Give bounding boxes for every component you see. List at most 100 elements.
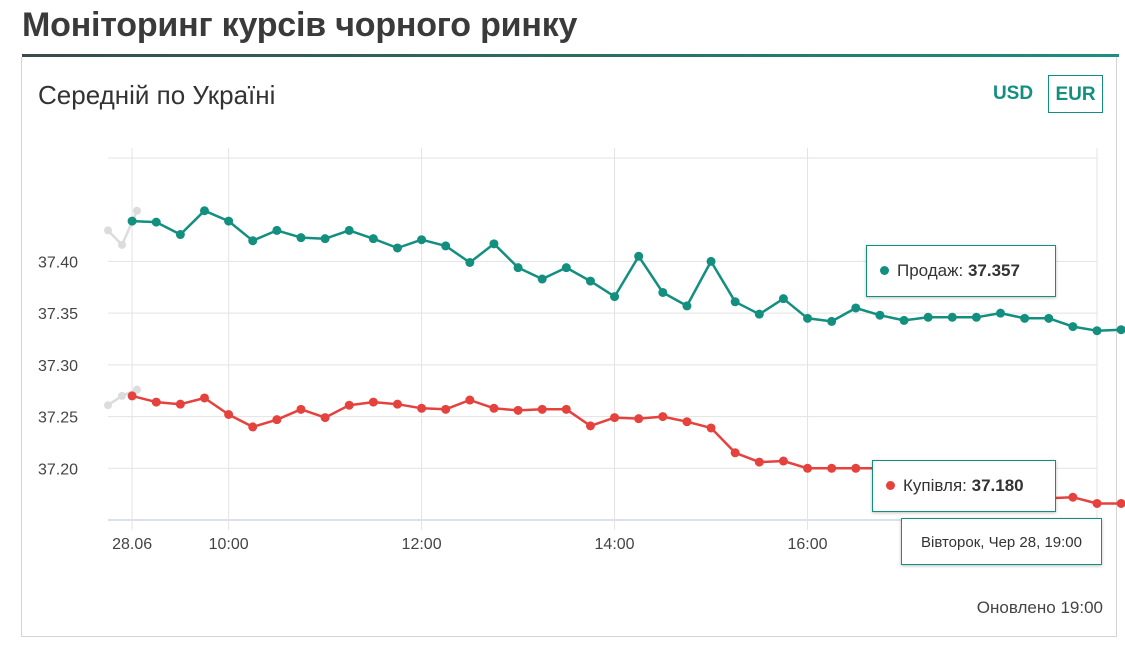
prev-point-buy bbox=[118, 391, 126, 400]
buy-dot-icon bbox=[886, 481, 895, 490]
sell-point bbox=[827, 316, 837, 326]
buy-point bbox=[151, 397, 161, 407]
buy-tooltip-label: Купівля: bbox=[903, 476, 967, 495]
buy-point bbox=[465, 395, 475, 405]
sell-point bbox=[417, 235, 427, 245]
buy-point bbox=[634, 414, 644, 424]
y-tick-label: 37.20 bbox=[38, 461, 78, 478]
buy-point bbox=[730, 448, 740, 458]
sell-point bbox=[537, 274, 547, 284]
sell-tooltip: Продаж: 37.357 bbox=[866, 245, 1056, 297]
sell-point bbox=[923, 312, 933, 322]
sell-point bbox=[1020, 313, 1030, 323]
sell-dot-icon bbox=[880, 266, 889, 275]
updated-time: Оновлено 19:00 bbox=[976, 598, 1103, 617]
sell-point bbox=[730, 297, 740, 307]
sell-point bbox=[320, 234, 330, 244]
sell-point bbox=[585, 276, 595, 286]
buy-point bbox=[199, 393, 209, 403]
buy-point bbox=[610, 413, 620, 423]
y-tick-label: 37.30 bbox=[38, 358, 78, 375]
buy-point bbox=[272, 415, 282, 425]
card-title: Середній по Україні bbox=[38, 80, 276, 110]
buy-point bbox=[248, 422, 258, 432]
chart-card bbox=[21, 57, 1117, 637]
buy-point bbox=[489, 403, 499, 413]
prev-point-sell bbox=[118, 240, 126, 249]
sell-point bbox=[248, 236, 258, 246]
buy-point bbox=[320, 413, 330, 423]
page-title: Моніторинг курсів чорного ринку bbox=[22, 6, 578, 44]
sell-point bbox=[754, 309, 764, 319]
buy-point bbox=[368, 397, 378, 407]
sell-point bbox=[971, 312, 981, 322]
sell-point bbox=[561, 263, 571, 273]
sell-point bbox=[151, 217, 161, 227]
buy-point bbox=[417, 403, 427, 413]
sell-point bbox=[851, 303, 861, 313]
sell-point bbox=[1068, 322, 1078, 332]
date-tooltip: Вівторок, Чер 28, 19:00 bbox=[901, 518, 1102, 565]
sell-point bbox=[296, 233, 306, 243]
buy-point bbox=[441, 404, 451, 414]
buy-point bbox=[296, 404, 306, 414]
sell-point bbox=[513, 263, 523, 273]
previous-day-layer bbox=[104, 206, 141, 410]
sell-point bbox=[778, 294, 788, 304]
buy-point bbox=[682, 417, 692, 427]
currency-eur-button[interactable]: EUR bbox=[1048, 75, 1103, 113]
buy-point bbox=[1092, 498, 1102, 508]
y-tick-label: 37.25 bbox=[38, 410, 78, 427]
sell-point bbox=[199, 206, 209, 216]
series-layer bbox=[127, 206, 1125, 508]
x-tick-label: 28.06 bbox=[112, 536, 152, 553]
prev-point-sell bbox=[133, 206, 141, 215]
sell-point bbox=[344, 225, 354, 235]
sell-tooltip-label: Продаж: bbox=[897, 261, 964, 280]
prev-line-sell bbox=[107, 210, 139, 248]
currency-usd-button[interactable]: USD bbox=[992, 83, 1034, 104]
buy-point bbox=[175, 399, 185, 409]
sell-point bbox=[368, 234, 378, 244]
buy-point bbox=[561, 404, 571, 414]
buy-point bbox=[827, 463, 837, 473]
sell-point bbox=[634, 251, 644, 261]
sell-tooltip-value: 37.357 bbox=[967, 261, 1020, 280]
x-tick-label: 14:00 bbox=[595, 536, 635, 553]
sell-point bbox=[441, 241, 451, 251]
sell-point bbox=[803, 313, 813, 323]
sell-point bbox=[875, 310, 885, 320]
sell-point bbox=[947, 312, 957, 322]
sell-point bbox=[127, 216, 137, 226]
sell-point bbox=[465, 257, 475, 267]
sell-point bbox=[392, 243, 402, 253]
buy-point bbox=[224, 410, 234, 420]
prev-point-buy bbox=[133, 385, 141, 394]
sell-point bbox=[658, 287, 668, 297]
buy-point bbox=[127, 391, 137, 401]
sell-point bbox=[1092, 326, 1102, 336]
buy-point bbox=[585, 421, 595, 431]
x-tick-label: 12:00 bbox=[402, 536, 442, 553]
sell-point bbox=[899, 315, 909, 325]
sell-point bbox=[175, 230, 185, 240]
buy-tooltip: Купівля: 37.180 bbox=[872, 460, 1056, 512]
buy-point bbox=[344, 400, 354, 410]
prev-point-sell bbox=[104, 226, 112, 235]
buy-tooltip-value: 37.180 bbox=[971, 476, 1024, 495]
buy-point bbox=[706, 423, 716, 433]
y-tick-label: 37.35 bbox=[38, 306, 78, 323]
buy-point bbox=[1068, 492, 1078, 502]
sell-point bbox=[224, 216, 234, 226]
buy-point bbox=[803, 463, 813, 473]
prev-point-buy bbox=[104, 401, 112, 410]
sell-point bbox=[489, 239, 499, 249]
sell-point bbox=[610, 292, 620, 302]
sell-point bbox=[706, 256, 716, 266]
buy-point bbox=[392, 399, 402, 409]
buy-point bbox=[778, 456, 788, 466]
y-tick-label: 37.40 bbox=[38, 254, 78, 271]
buy-point bbox=[513, 405, 523, 415]
buy-point bbox=[658, 412, 668, 422]
title-underline bbox=[22, 54, 1119, 57]
